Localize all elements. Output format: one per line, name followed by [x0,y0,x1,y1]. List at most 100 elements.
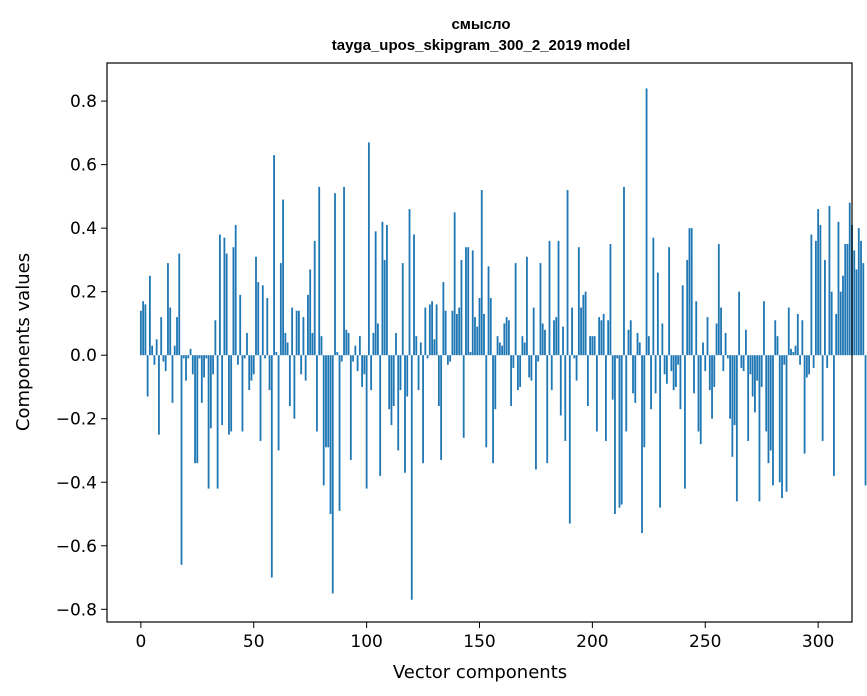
bar [444,310,447,356]
y-axis-ticks: −0.8 −0.6 −0.4 −0.2 0.0 0.2 0.4 0.6 0.8 [56,92,107,620]
bar [237,355,239,365]
bar [367,142,370,356]
bar [456,313,458,356]
bar [654,355,657,394]
bar [273,155,275,356]
x-tick-label: 250 [689,632,721,652]
bar [521,336,524,356]
bar [417,355,420,391]
bar [200,355,203,403]
bar [178,253,181,356]
bar [329,355,332,515]
bar [553,320,555,356]
bar [383,259,386,356]
bar [544,329,546,356]
bar [176,317,178,356]
bar [763,301,765,356]
bar [338,355,341,511]
bar [264,355,266,359]
bar [155,339,158,356]
bar [465,247,467,356]
bar [268,355,271,391]
bar [325,355,327,448]
bar [704,355,707,372]
bar [672,355,675,391]
x-axis-ticks: 0 50 100 150 200 250 300 [135,622,834,652]
bar [842,275,844,356]
bar [656,272,659,356]
bar [765,355,768,432]
x-tick-label: 100 [350,632,382,652]
bar [749,355,752,375]
bar [286,342,289,356]
bar [381,221,384,356]
bar [255,256,257,356]
bar [702,342,704,356]
bar [539,263,542,356]
bar [618,355,621,508]
bar [839,291,842,356]
bar [826,355,829,368]
bar [848,202,851,356]
bar [584,291,587,356]
bar [404,355,406,473]
bar [361,355,364,387]
bar [602,313,605,356]
bar [171,355,174,403]
bar [790,348,792,356]
bar [322,355,325,486]
bar [309,269,312,356]
y-tick-label: 0.0 [70,346,97,366]
bar [828,205,831,356]
bar [738,291,741,356]
bar [548,240,551,356]
y-tick-label: 0.2 [70,283,97,303]
bar [817,209,820,356]
bar [146,355,149,397]
bar [372,332,375,356]
bar [246,332,248,356]
bar [392,355,395,407]
bar [645,88,648,356]
bar [349,355,352,461]
bar [214,320,217,356]
bar [514,263,517,356]
bar [422,355,424,464]
bar [313,240,316,356]
bar [469,352,472,356]
bar [855,269,858,356]
bar [453,212,456,356]
bar [185,355,187,381]
bar [489,298,492,356]
bar [277,355,280,451]
bar [564,355,567,441]
bar [259,355,262,441]
bar [598,317,601,356]
bar [288,355,291,407]
bar [433,339,436,356]
y-tick-label: −0.6 [56,537,97,557]
bar [442,282,445,356]
bar [487,266,490,356]
bar [386,224,388,356]
bar [218,234,221,356]
bar [379,355,382,476]
bar [151,345,154,356]
bar [476,326,479,356]
bar [424,307,427,356]
bar [541,323,544,356]
bar [623,186,625,356]
bar [516,355,519,391]
bar [397,355,400,451]
bar [641,355,643,534]
bar [419,342,422,356]
bar [307,294,309,356]
x-tick-label: 150 [463,632,495,652]
bar [408,209,411,356]
bar [311,332,314,356]
bar [462,355,465,438]
bar [695,301,698,356]
bar [435,304,438,356]
bar [144,304,147,356]
